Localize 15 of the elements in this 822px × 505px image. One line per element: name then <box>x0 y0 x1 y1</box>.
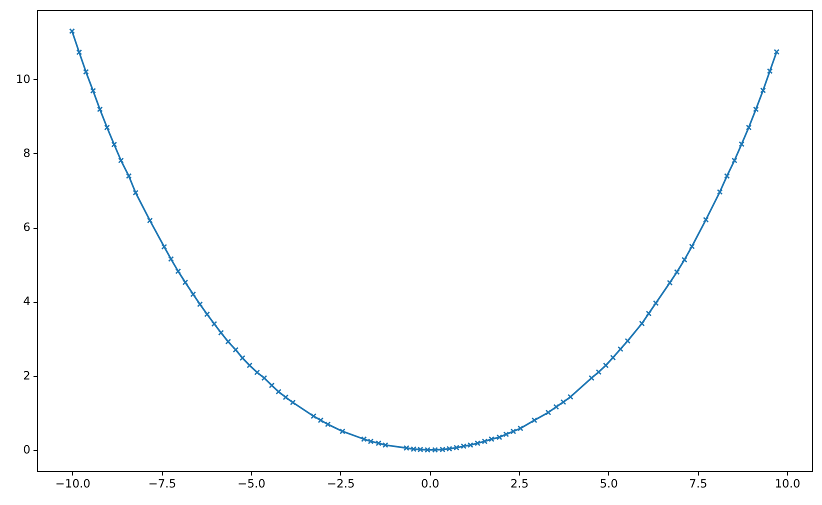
y-tick-label: 10 <box>16 72 30 86</box>
x-tick-label: −5.0 <box>238 476 266 490</box>
x-tick-label: 5.0 <box>600 476 618 490</box>
x-tick-label: −10.0 <box>55 476 90 490</box>
x-tick-label: 2.5 <box>510 476 529 490</box>
x-tick-label: 7.5 <box>689 476 708 490</box>
y-tick-label: 0 <box>23 442 30 456</box>
y-tick-label: 2 <box>23 368 30 382</box>
x-tick-label: −7.5 <box>148 476 176 490</box>
y-tick-label: 6 <box>23 220 30 234</box>
x-tick-label: 10.0 <box>774 476 800 490</box>
y-tick-label: 8 <box>23 146 30 160</box>
x-tick-label: −2.5 <box>326 476 355 490</box>
y-tick-label: 4 <box>23 294 30 308</box>
x-tick-label: 0.0 <box>421 476 440 490</box>
